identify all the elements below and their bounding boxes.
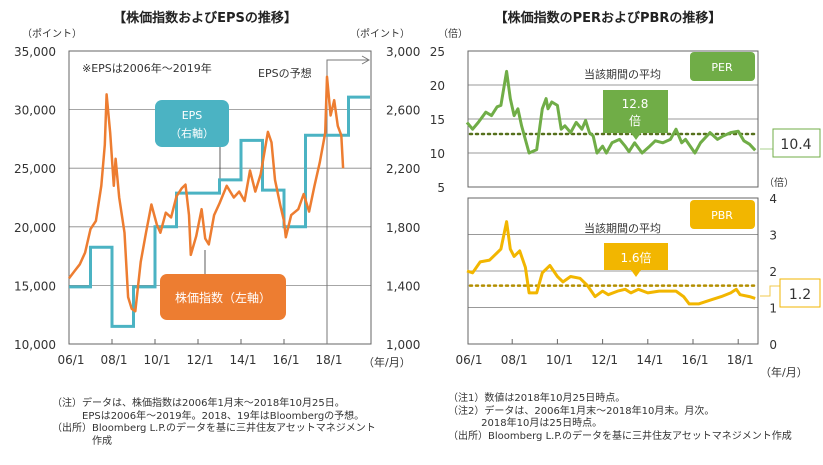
per-average-unit: 倍 <box>629 113 641 128</box>
right-notes: （注1）数値は2018年10月25日時点。 （注2）データは、2006年1月末～2… <box>448 393 792 443</box>
forecast-label: EPSの予想 <box>258 66 312 80</box>
pbr-y-tick-label: 0 <box>769 338 777 352</box>
left-y-tick-label: 10,000 <box>14 338 56 352</box>
note-line: 2018年10月は25日時点。 <box>448 418 603 429</box>
left-axis-unit: （ポイント） <box>22 28 82 40</box>
source-line: （出所）Bloomberg L.P.のデータを基に三井住友アセットマネジメント作… <box>448 430 792 442</box>
pbr-y-tick-label: 3 <box>769 229 777 243</box>
per-badge <box>690 52 755 81</box>
pbr-y-tick-label: 2 <box>769 265 777 279</box>
right-chart-title: 【株価指数のPERおよびPBRの推移】 <box>495 10 722 26</box>
left-y-tick-label: 35,000 <box>14 45 56 59</box>
per-y-tick-label: 20 <box>430 79 445 93</box>
source-line: （出所）Bloomberg L.P.のデータを基に三井住友アセットマネジメント <box>52 423 376 434</box>
index-series-line <box>68 75 345 313</box>
charts-svg: 【株価指数およびEPSの推移】 （ポイント） （ポイント） 10,000 15,0… <box>14 10 821 379</box>
note-line: （注2）データは、2006年1月末～2018年10月末。月次。 <box>448 405 715 417</box>
right-axis-unit: （ポイント） <box>350 28 410 40</box>
index-callout-box <box>160 274 286 320</box>
per-average-value: 12.8 <box>622 97 649 111</box>
forecast-bracket-arrow <box>326 55 371 344</box>
per-y-tick-label: 25 <box>430 45 445 59</box>
right-x-tick-label: 10/1 <box>546 353 573 367</box>
right-y-tick-label: 1,000 <box>386 338 420 352</box>
per-plot-frame <box>467 50 759 188</box>
left-x-tick-label: 18/1 <box>316 353 343 367</box>
pbr-series-line <box>466 220 756 306</box>
per-average-label: 当該期間の平均 <box>584 67 661 81</box>
per-latest-value: 10.4 <box>780 137 811 153</box>
pbr-y-tick-label: 4 <box>769 192 777 206</box>
per-y-tick-label: 15 <box>430 113 445 127</box>
left-x-tick-label: 14/1 <box>230 353 257 367</box>
source-line: 作成 <box>52 435 112 447</box>
pbr-y-tick-label: 1 <box>769 302 777 316</box>
right-y-tick-label: 2,200 <box>386 162 420 176</box>
per-axis-unit: （倍） <box>438 27 468 40</box>
left-chart-grid: 10,000 15,000 20,000 25,000 30,000 35,000 1,00… <box>14 45 420 367</box>
note-line: EPSは2006年～2019年。2018、19年はBloombergの予想。 <box>52 410 365 422</box>
left-y-tick-label: 30,000 <box>14 104 56 118</box>
per-y-tick-label: 10 <box>430 147 445 161</box>
pbr-axis-unit: （倍） <box>764 176 794 189</box>
pbr-average-value: 1.6倍 <box>620 250 651 265</box>
right-chart-grid: 5 10 15 20 25 0 1 2 3 4 06/1 08/1 10/1 12/1 14/1 16/1 18… <box>430 45 777 367</box>
eps-range-note: ※EPSは2006年～2019年 <box>82 61 212 75</box>
eps-callout-text: EPS <box>182 109 203 122</box>
pbr-badge <box>690 200 755 229</box>
eps-callout-box <box>155 100 229 147</box>
right-y-tick-label: 3,000 <box>386 45 420 59</box>
pbr-average-label: 当該期間の平均 <box>584 221 661 235</box>
per-series-line <box>465 69 757 155</box>
left-x-tick-label: 12/1 <box>187 353 214 367</box>
right-x-tick-label: 18/1 <box>727 353 754 367</box>
pbr-latest-value: 1.2 <box>789 287 811 303</box>
pbr-latest-box <box>779 278 821 308</box>
pbr-badge-text: PBR <box>711 209 733 222</box>
right-x-tick-label: 14/1 <box>636 353 663 367</box>
left-x-unit: （年/月） <box>363 355 411 369</box>
per-latest-box <box>772 128 821 158</box>
left-x-tick-label: 08/1 <box>101 353 128 367</box>
left-y-tick-label: 15,000 <box>14 279 56 293</box>
left-x-tick-label: 06/1 <box>58 353 85 367</box>
index-callout-text: 株価指数（左軸） <box>175 290 271 305</box>
left-y-tick-label: 20,000 <box>14 221 56 235</box>
left-plot-frame <box>68 50 372 345</box>
left-y-tick-label: 25,000 <box>14 162 56 176</box>
right-y-tick-label: 1,800 <box>386 221 420 235</box>
right-x-tick-label: 08/1 <box>501 353 528 367</box>
eps-series-line <box>69 95 370 328</box>
eps-callout-axis: （右軸） <box>170 126 214 140</box>
per-average-callout <box>603 90 668 140</box>
right-x-tick-label: 06/1 <box>456 353 483 367</box>
note-line: （注）データは、株価指数は2006年1月末～2018年10月25日。 <box>52 398 345 409</box>
per-badge-text: PER <box>711 61 733 74</box>
right-x-tick-label: 16/1 <box>682 353 709 367</box>
per-y-tick-label: 5 <box>437 181 445 195</box>
pbr-latest-connector <box>760 285 780 297</box>
note-line: （注1）数値は2018年10月25日時点。 <box>448 393 626 404</box>
right-x-unit: （年/月） <box>760 365 808 379</box>
right-x-tick-label: 12/1 <box>591 353 618 367</box>
pbr-average-callout <box>604 243 668 277</box>
right-y-tick-label: 2,600 <box>386 104 420 118</box>
right-y-tick-label: 1,400 <box>386 279 420 293</box>
left-chart-title: 【株価指数およびEPSの推移】 <box>113 10 297 26</box>
left-x-tick-label: 16/1 <box>273 353 300 367</box>
left-x-tick-label: 10/1 <box>144 353 171 367</box>
left-notes: （注）データは、株価指数は2006年1月末～2018年10月25日。 EPSは2… <box>52 398 376 448</box>
